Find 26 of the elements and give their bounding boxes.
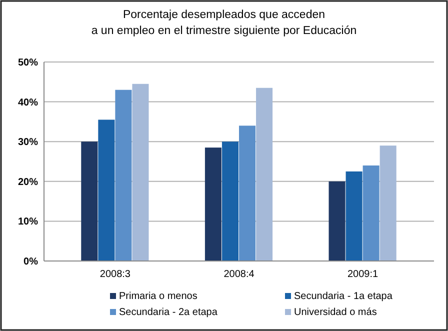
bar — [256, 88, 273, 261]
bar — [98, 120, 115, 261]
bar — [346, 171, 362, 261]
y-tick-label: 40% — [18, 97, 38, 108]
x-tick-label: 2008:4 — [224, 269, 255, 280]
legend-label: Secundaria - 2a etapa — [119, 307, 218, 318]
bar — [239, 126, 256, 261]
bar — [204, 148, 222, 261]
bar — [362, 165, 380, 261]
y-tick-label: 10% — [18, 216, 38, 228]
legend-label: Primaria o menos — [119, 291, 198, 302]
legend-label: Universidad o más — [294, 307, 377, 318]
bar — [115, 90, 132, 261]
bar — [380, 146, 396, 261]
bar — [222, 142, 238, 261]
x-tick-label: 2008:3 — [100, 269, 131, 280]
y-tick-label: 0% — [24, 256, 38, 268]
y-tick-label: 30% — [18, 137, 38, 148]
chart-title: Porcentaje desempleados que acceden a un empleo en el trimestre siguiente por Educación — [91, 9, 357, 37]
bar — [132, 84, 149, 261]
bar — [328, 181, 346, 261]
x-tick-label: 2009:1 — [348, 269, 379, 280]
y-tick-label: 20% — [18, 176, 38, 188]
legend-label: Secundaria - 1a etapa — [294, 291, 393, 302]
y-tick-label: 50% — [18, 58, 38, 68]
bar — [81, 142, 98, 261]
